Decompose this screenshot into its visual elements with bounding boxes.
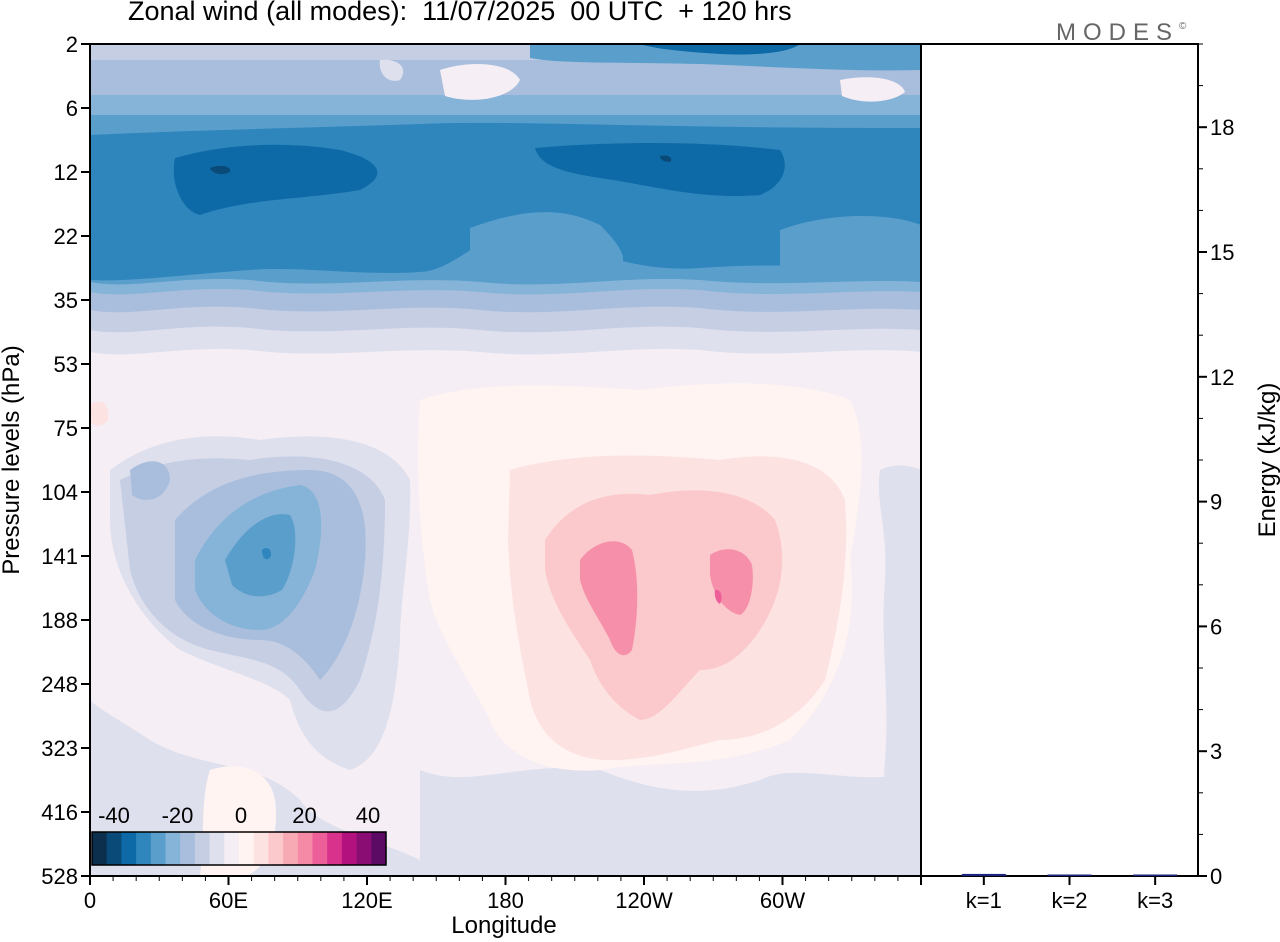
energy-bar xyxy=(1133,874,1178,876)
colorbar-swatch xyxy=(92,832,108,865)
colorbar-tick-label: 40 xyxy=(356,803,380,828)
energy-tick-label: 6 xyxy=(1210,614,1222,639)
x-tick-label: 180 xyxy=(487,888,524,913)
y-tick-label: 2 xyxy=(66,32,78,57)
y-tick-label: 22 xyxy=(54,224,78,249)
energy-tick-label: 0 xyxy=(1210,864,1222,889)
energy-bar xyxy=(961,873,1006,876)
y-tick-label: 104 xyxy=(41,480,78,505)
energy-axis-label: Energy (kJ/kg) xyxy=(1254,382,1280,538)
x-tick-label: 120E xyxy=(341,888,392,913)
colorbar-tick-label: 0 xyxy=(235,803,247,828)
colorbar-swatch xyxy=(312,832,328,865)
colorbar-swatch xyxy=(268,832,284,865)
y-tick-label: 35 xyxy=(54,288,78,313)
colorbar-swatch xyxy=(224,832,240,865)
energy-category-label: k=3 xyxy=(1137,888,1173,913)
energy-tick-label: 9 xyxy=(1210,490,1222,515)
energy-tick-label: 15 xyxy=(1210,240,1234,265)
energy-tick-label: 3 xyxy=(1210,739,1222,764)
colorbar-tick-label: -20 xyxy=(162,803,194,828)
y-tick-label: 75 xyxy=(54,416,78,441)
energy-category-label: k=1 xyxy=(966,888,1002,913)
colorbar-swatch xyxy=(209,832,225,865)
y-tick-label: 188 xyxy=(41,608,78,633)
colorbar-tick-label: -40 xyxy=(98,803,130,828)
colorbar-swatch xyxy=(106,832,122,865)
colorbar-frame xyxy=(91,831,387,866)
x-tick-label: 60W xyxy=(760,888,805,913)
longitude-axis: 0 60E 120E 180 120W 60W xyxy=(84,876,922,913)
colorbar-swatch xyxy=(180,832,196,865)
energy-tick-label: 18 xyxy=(1210,115,1234,140)
y-tick-label: 141 xyxy=(41,544,78,569)
logo-text: MODES xyxy=(1056,19,1180,46)
colorbar-swatch xyxy=(121,832,137,865)
colorbar-swatch xyxy=(371,832,387,865)
colorbar-tick-label: 20 xyxy=(292,803,316,828)
colorbar-swatch xyxy=(283,832,299,865)
colorbar-swatch xyxy=(239,832,255,865)
colorbar-swatch xyxy=(341,832,358,865)
y-tick-label: 416 xyxy=(41,800,78,825)
colorbar-swatch xyxy=(150,832,166,865)
colorbar-swatch xyxy=(297,832,313,865)
energy-bars: k=1 k=2 k=3 xyxy=(961,873,1178,913)
y-axis-label: Pressure levels (hPa) xyxy=(0,345,25,575)
x-tick-label: 120W xyxy=(615,888,673,913)
colorbar-swatch xyxy=(136,832,152,865)
chart-title: Zonal wind (all modes): 11/07/2025 00 UT… xyxy=(128,0,792,26)
y-tick-label: 53 xyxy=(54,352,78,377)
colorbar-swatch xyxy=(356,832,372,865)
x-tick-label: 60E xyxy=(209,888,248,913)
colorbar-swatch xyxy=(253,832,269,865)
x-axis-label: Longitude xyxy=(451,912,557,939)
y-tick-label: 323 xyxy=(41,736,78,761)
energy-category-label: k=2 xyxy=(1051,888,1087,913)
modes-logo: MODES© xyxy=(1056,19,1186,47)
energy-panel-frame xyxy=(920,43,1199,877)
energy-bar xyxy=(1047,874,1092,876)
y-tick-label: 6 xyxy=(66,96,78,121)
y-tick-label: 528 xyxy=(41,864,78,889)
colorbar: -40 -20 0 20 40 xyxy=(91,803,387,866)
logo-mark: © xyxy=(1179,21,1187,32)
contour-field xyxy=(90,44,921,876)
x-tick-label: 0 xyxy=(84,888,96,913)
colorbar-swatch xyxy=(327,832,343,865)
colorbar-swatch xyxy=(165,832,181,865)
y-tick-label: 12 xyxy=(54,160,78,185)
pressure-axis: 2 6 12 22 35 53 75 104 141 188 248 323 416 528 xyxy=(41,32,90,889)
colorbar-swatch xyxy=(194,832,211,865)
energy-tick-label: 12 xyxy=(1210,365,1234,390)
energy-axis: 0 3 6 9 12 15 18 xyxy=(1198,43,1234,889)
y-tick-label: 248 xyxy=(41,672,78,697)
